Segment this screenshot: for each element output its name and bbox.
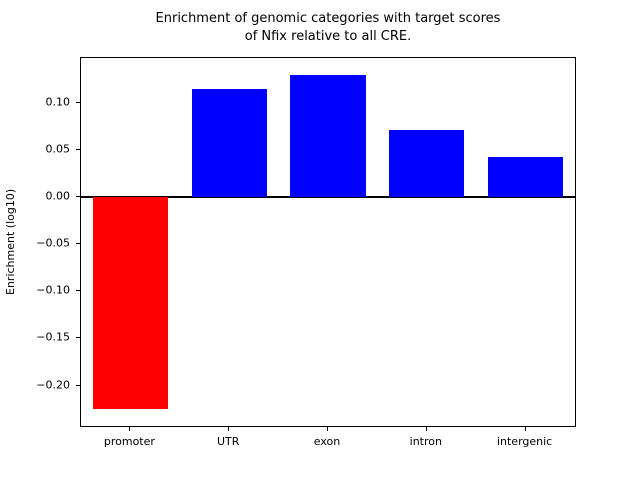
x-axis-ticks: promoter UTR exon intron intergenic — [80, 427, 576, 457]
x-tick-label-exon: exon — [313, 435, 341, 448]
chart-title: Enrichment of genomic categories with ta… — [155, 11, 501, 44]
y-tick-mark — [76, 149, 80, 151]
zero-line — [81, 196, 575, 199]
plot-area — [80, 57, 576, 427]
y-tick-label: 0.00 — [45, 189, 71, 203]
x-tick-label-UTR: UTR — [216, 435, 240, 448]
y-tick-label: −0.10 — [36, 283, 70, 297]
x-tick-mark — [524, 427, 526, 431]
x-tick-label-promoter: promoter — [103, 435, 155, 448]
y-tick-label: −0.15 — [36, 330, 70, 344]
y-tick-label: −0.20 — [36, 378, 70, 392]
bar-intergenic — [488, 156, 564, 198]
bar-promoter — [92, 197, 168, 410]
x-tick-mark — [228, 427, 230, 431]
y-tick-mark — [76, 384, 80, 386]
x-tick-label-intron: intron — [409, 435, 442, 448]
y-tick-label: 0.05 — [45, 142, 71, 156]
y-tick-mark — [76, 102, 80, 104]
x-tick-mark — [425, 427, 427, 431]
x-tick-mark — [327, 427, 328, 431]
y-tick-label: 0.10 — [45, 95, 71, 109]
y-tick-label: −0.05 — [36, 236, 70, 250]
y-axis-ticks: −0.20 −0.15 −0.10 −0.05 0.00 0.05 0.10 — [0, 57, 80, 427]
y-tick-mark — [76, 290, 80, 292]
bar-UTR — [191, 89, 267, 198]
y-tick-mark — [76, 196, 80, 198]
x-tick-mark — [129, 427, 131, 431]
x-tick-label-intergenic: intergenic — [496, 435, 553, 448]
bar-intron — [389, 129, 465, 198]
bar-exon — [290, 74, 366, 198]
y-tick-mark — [76, 243, 80, 245]
y-tick-mark — [76, 337, 80, 339]
